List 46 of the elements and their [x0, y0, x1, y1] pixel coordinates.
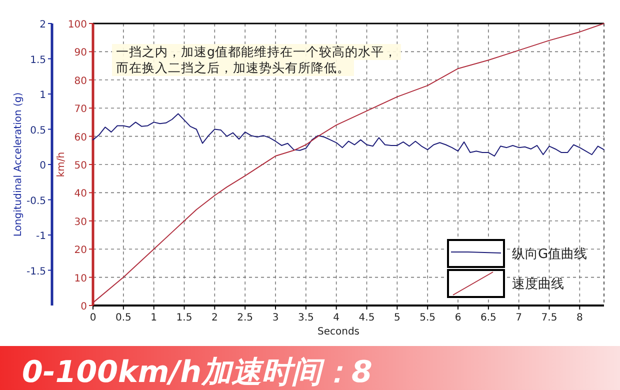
- y2-tick-label: 0.5: [30, 125, 46, 136]
- y2-tick-label: -1: [36, 231, 46, 242]
- y2-tick-label: 1.5: [30, 54, 46, 66]
- x-tick-label: 3: [272, 312, 279, 324]
- x-tick-label: 4: [333, 312, 340, 324]
- x-tick-label: 3.5: [298, 312, 314, 324]
- annotation: 而在换入二挡之后，加速势头有所降低。: [116, 60, 350, 75]
- x-tick-label: 8: [576, 312, 583, 324]
- legend-label: 纵向G值曲线: [512, 247, 588, 262]
- y2-axis-title: Longitudinal Acceleration (g): [13, 92, 24, 237]
- y-tick-label: 20: [74, 245, 87, 256]
- x-tick-label: 2: [211, 312, 218, 324]
- legend-label: 速度曲线: [512, 276, 564, 292]
- x-tick-label: 5.5: [420, 312, 436, 324]
- x-tick-label: 1.5: [176, 312, 192, 324]
- y2-tick-label: 0: [40, 160, 46, 172]
- y2-tick-label: -1.5: [26, 266, 46, 278]
- x-tick-label: 6: [454, 312, 462, 324]
- x-tick-label: 4.5: [358, 312, 375, 324]
- y-tick-label: 30: [74, 216, 87, 228]
- x-tick-label: 0: [90, 312, 96, 324]
- y-tick-label: 40: [74, 188, 87, 200]
- y-tick-label: 60: [74, 132, 87, 144]
- y2-tick-label: 2: [40, 20, 46, 30]
- x-tick-label: 6.5: [480, 312, 496, 324]
- x-tick-label: 1: [150, 312, 158, 324]
- y2-tick-label: 1: [40, 90, 46, 101]
- line-series: [92, 113, 604, 157]
- y-tick-label: 0: [80, 302, 87, 312]
- y-tick-label: 10: [74, 273, 87, 284]
- y-tick-label: 50: [74, 160, 87, 172]
- x-tick-label: 5: [394, 312, 400, 324]
- x-tick-label: 7: [516, 312, 522, 324]
- y-tick-label: 70: [74, 104, 87, 116]
- text: 0-100km/h加速时间：8: [22, 355, 372, 390]
- y-axis-title: km/h: [56, 152, 67, 178]
- annotation: 一挡之内，加速g值都能维持在一个较高的水平，: [116, 44, 397, 59]
- x-tick-label: 7.5: [541, 312, 558, 324]
- x-tick-label: 0.5: [115, 312, 132, 324]
- y-tick-label: 80: [74, 76, 87, 87]
- y2-tick-label: -0.5: [26, 196, 46, 207]
- y-tick-label: 100: [68, 20, 87, 30]
- x-axis-title: Seconds: [317, 326, 360, 338]
- x-tick-label: 2.5: [237, 312, 254, 324]
- line-series: [92, 23, 604, 304]
- y-tick-label: 90: [74, 48, 87, 59]
